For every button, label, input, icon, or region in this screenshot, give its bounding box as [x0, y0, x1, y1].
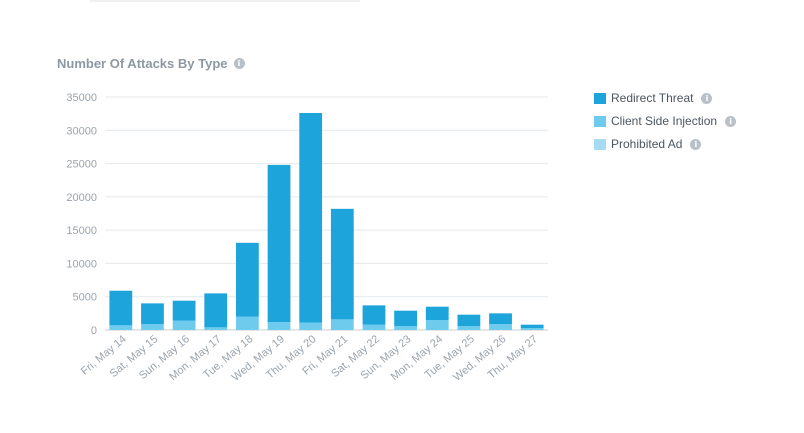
bar-client-side-injection [425, 320, 449, 330]
bar-redirect-threat [141, 303, 164, 325]
bar-redirect-threat [489, 313, 512, 325]
bar-redirect-threat [520, 324, 544, 329]
legend-label: Redirect Threat [611, 91, 694, 105]
legend-swatch [594, 115, 606, 127]
legend-item[interactable]: Prohibited Ad i [594, 136, 736, 152]
info-icon[interactable]: i [725, 115, 737, 127]
bar-redirect-threat [299, 112, 323, 323]
info-icon[interactable]: i [233, 58, 245, 69]
bar-client-side-injection [362, 324, 386, 330]
bar-redirect-threat [204, 293, 228, 328]
y-tick-label: 25000 [66, 159, 97, 171]
legend-item[interactable]: Redirect Threat i [594, 90, 736, 106]
bar-client-side-injection [489, 324, 512, 330]
bar-redirect-threat [172, 300, 196, 321]
y-tick-label: 0 [91, 325, 97, 337]
y-tick-label: 30000 [66, 125, 97, 137]
bar-client-side-injection [109, 325, 133, 330]
bar-client-side-injection [299, 322, 323, 330]
bar-client-side-injection [457, 326, 481, 330]
bar-redirect-threat [236, 242, 259, 317]
legend-item[interactable]: Client Side Injection i [594, 113, 737, 129]
legend-label: Client Side Injection [611, 114, 718, 128]
y-tick-label: 5000 [73, 292, 97, 304]
bar-redirect-threat [362, 305, 386, 325]
bar-client-side-injection [330, 319, 354, 330]
bar-redirect-threat [330, 208, 354, 320]
bar-client-side-injection [141, 324, 164, 330]
chart-title: Number Of Attacks By Type [57, 56, 228, 71]
info-icon[interactable]: i [701, 92, 713, 104]
bar-client-side-injection [520, 328, 544, 330]
bar-client-side-injection [236, 316, 259, 330]
bar-client-side-injection [394, 326, 417, 330]
y-tick-label: 15000 [66, 225, 97, 237]
legend-swatch [594, 138, 606, 150]
bar-redirect-threat [394, 310, 417, 327]
legend-swatch [594, 92, 606, 104]
bar-redirect-threat [109, 290, 133, 326]
bar-redirect-threat [425, 306, 449, 321]
y-tick-label: 35000 [66, 92, 97, 104]
y-tick-label: 10000 [66, 258, 97, 270]
y-tick-label: 20000 [66, 192, 97, 204]
bar-client-side-injection [204, 327, 228, 330]
chart-header: Number Of Attacks By Type i [57, 56, 245, 71]
info-icon[interactable]: i [690, 138, 702, 150]
chart-legend: Redirect Threat i Client Side Injection i Pr… [594, 90, 737, 159]
legend-label: Prohibited Ad [611, 137, 683, 151]
bar-redirect-threat [267, 164, 291, 323]
top-divider [90, 0, 360, 2]
bar-redirect-threat [457, 314, 481, 327]
bar-client-side-injection [267, 322, 291, 330]
bar-client-side-injection [172, 320, 196, 330]
